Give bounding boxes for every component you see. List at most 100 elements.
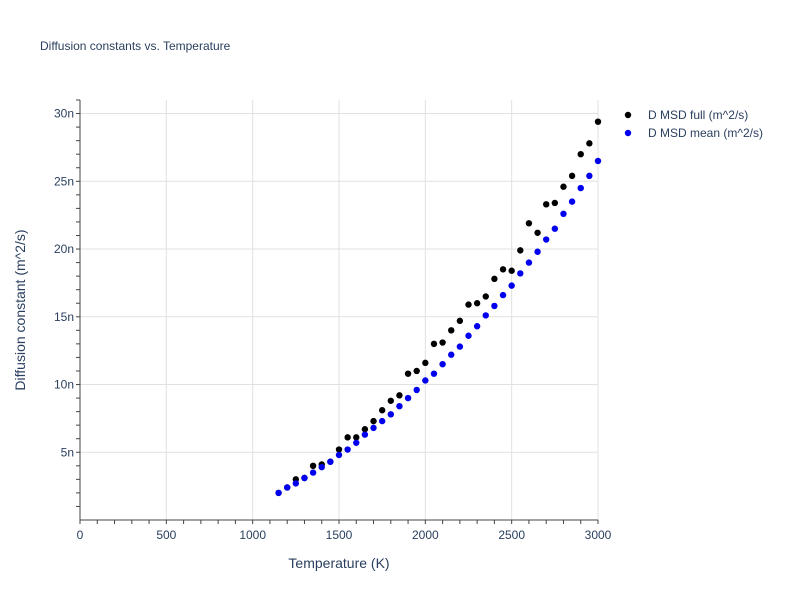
data-point[interactable] <box>430 370 438 377</box>
x-tick-label: 1000 <box>239 528 266 542</box>
data-point[interactable] <box>594 157 602 165</box>
data-point[interactable] <box>422 359 429 367</box>
data-point[interactable] <box>318 463 325 471</box>
data-point[interactable] <box>309 462 317 470</box>
y-tick-label: 20n <box>54 242 74 256</box>
data-point[interactable] <box>430 340 438 348</box>
data-point[interactable] <box>344 434 351 441</box>
data-point[interactable] <box>301 474 308 482</box>
series-2 <box>275 157 602 497</box>
data-point[interactable] <box>292 480 300 487</box>
data-point[interactable] <box>309 469 317 476</box>
data-point[interactable] <box>473 323 481 330</box>
data-point[interactable] <box>353 439 360 446</box>
data-point[interactable] <box>517 247 524 254</box>
grid-lines <box>80 100 599 520</box>
data-point[interactable] <box>534 248 541 255</box>
y-tick-label: 15n <box>54 310 74 324</box>
data-point[interactable] <box>465 332 472 339</box>
data-point[interactable] <box>568 172 576 180</box>
data-point[interactable] <box>586 172 593 180</box>
data-point[interactable] <box>517 270 524 277</box>
x-tick-label: 500 <box>156 528 176 542</box>
data-point[interactable] <box>335 446 343 453</box>
data-point[interactable] <box>448 327 455 334</box>
data-point[interactable] <box>335 451 343 459</box>
x-tick-label: 2500 <box>498 528 525 542</box>
data-point[interactable] <box>508 282 515 289</box>
data-point[interactable] <box>361 431 369 438</box>
data-point[interactable] <box>456 343 464 350</box>
data-point[interactable] <box>387 411 394 418</box>
data-point[interactable] <box>327 458 334 465</box>
data-point[interactable] <box>543 201 550 208</box>
legend-marker <box>624 129 632 137</box>
x-tick-label: 1500 <box>326 528 353 542</box>
x-axis-ticks: 0 500 1000 1500 2000 2500 3000 <box>77 528 612 542</box>
data-point[interactable] <box>525 259 533 266</box>
series-1 <box>275 118 602 497</box>
y-tick-label: 25n <box>54 174 74 188</box>
y-axis-ticks: 5n 10n 15n 20n 25n 30n <box>54 107 74 460</box>
legend-item[interactable]: D MSD mean (m^2/s) <box>624 126 763 140</box>
data-point[interactable] <box>456 317 464 325</box>
data-point[interactable] <box>378 417 386 425</box>
data-point[interactable] <box>465 301 472 308</box>
data-point[interactable] <box>378 407 386 414</box>
data-point[interactable] <box>568 198 576 205</box>
y-tick-label: 30n <box>54 107 74 121</box>
y-tick-label: 10n <box>54 378 74 392</box>
data-point[interactable] <box>508 267 515 274</box>
data-points <box>275 118 602 497</box>
legend-label: D MSD full (m^2/s) <box>648 108 748 122</box>
chart-title: Diffusion constants vs. Temperature <box>40 39 231 53</box>
data-point[interactable] <box>439 360 446 368</box>
data-point[interactable] <box>551 199 559 207</box>
data-point[interactable] <box>560 183 567 190</box>
data-point[interactable] <box>482 312 489 319</box>
data-point[interactable] <box>560 210 567 218</box>
data-point[interactable] <box>491 275 498 283</box>
data-point[interactable] <box>525 220 533 227</box>
data-point[interactable] <box>439 339 446 346</box>
data-point[interactable] <box>275 489 282 497</box>
data-point[interactable] <box>404 370 412 377</box>
data-point[interactable] <box>482 293 489 300</box>
data-point[interactable] <box>413 386 420 394</box>
legend-item[interactable]: D MSD full (m^2/s) <box>624 108 749 122</box>
data-point[interactable] <box>499 266 507 273</box>
data-point[interactable] <box>551 225 559 232</box>
data-point[interactable] <box>543 236 550 243</box>
data-point[interactable] <box>396 402 403 410</box>
data-point[interactable] <box>353 434 360 441</box>
data-point[interactable] <box>370 424 377 432</box>
data-point[interactable] <box>344 446 351 453</box>
y-axis-title: Diffusion constant (m^2/s) <box>12 229 28 390</box>
legend-marker <box>624 111 632 119</box>
data-point[interactable] <box>422 377 429 384</box>
data-point[interactable] <box>361 426 369 433</box>
data-point[interactable] <box>594 118 602 125</box>
legend[interactable]: D MSD full (m^2/s) D MSD mean (m^2/s) <box>624 108 763 140</box>
data-point[interactable] <box>577 184 584 192</box>
data-point[interactable] <box>499 291 507 299</box>
data-point[interactable] <box>387 397 394 404</box>
y-tick-label: 5n <box>61 445 74 459</box>
data-point[interactable] <box>284 484 291 491</box>
data-point[interactable] <box>396 392 403 399</box>
data-point[interactable] <box>448 351 455 358</box>
data-point[interactable] <box>404 394 412 402</box>
x-tick-label: 2000 <box>412 528 439 542</box>
data-point[interactable] <box>413 367 420 375</box>
x-tick-label: 3000 <box>585 528 612 542</box>
data-point[interactable] <box>534 229 541 236</box>
data-point[interactable] <box>370 417 377 425</box>
legend-label: D MSD mean (m^2/s) <box>648 126 763 140</box>
data-point[interactable] <box>577 150 584 158</box>
data-point[interactable] <box>586 140 593 147</box>
x-tick-label: 0 <box>77 528 84 542</box>
data-point[interactable] <box>491 302 498 310</box>
data-point[interactable] <box>473 300 481 307</box>
